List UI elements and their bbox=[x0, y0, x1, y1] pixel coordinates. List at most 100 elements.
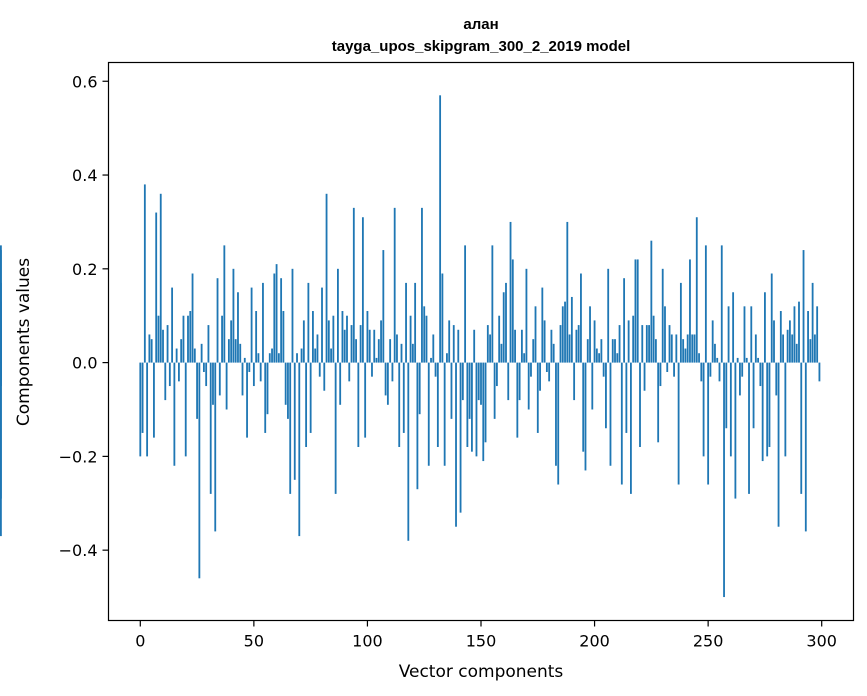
bar-261 bbox=[732, 292, 735, 363]
bar-295 bbox=[809, 339, 812, 363]
bar-167 bbox=[518, 362, 521, 401]
bar-74 bbox=[307, 282, 310, 363]
bar-233 bbox=[668, 325, 671, 363]
bar-78 bbox=[316, 334, 319, 363]
bar-95 bbox=[355, 339, 357, 363]
bar-59 bbox=[273, 273, 276, 363]
bar-130 bbox=[434, 362, 437, 377]
bar-194 bbox=[580, 273, 582, 363]
bar-131 bbox=[436, 362, 439, 447]
bar-undefined bbox=[0, 245, 2, 363]
bar-185 bbox=[559, 325, 562, 363]
bar-69 bbox=[296, 353, 298, 363]
bar-121 bbox=[414, 282, 417, 363]
bar-226 bbox=[652, 315, 655, 363]
bar-215 bbox=[627, 320, 630, 363]
bar-191 bbox=[573, 362, 576, 401]
bar-299 bbox=[818, 362, 821, 382]
bar-180 bbox=[548, 362, 551, 382]
bar-61 bbox=[277, 353, 280, 363]
bar-92 bbox=[348, 362, 351, 382]
x-tick-label: 300 bbox=[806, 632, 837, 651]
bar-33 bbox=[214, 362, 217, 532]
bar-107 bbox=[382, 250, 385, 363]
bar-1 bbox=[141, 362, 144, 433]
bar-18 bbox=[180, 339, 183, 363]
bar-151 bbox=[482, 362, 485, 462]
bar-65 bbox=[287, 362, 289, 419]
bar-116 bbox=[402, 362, 405, 433]
bar-123 bbox=[418, 362, 421, 415]
bar-197 bbox=[586, 339, 589, 363]
bar-155 bbox=[491, 245, 494, 363]
bar-201 bbox=[595, 348, 598, 363]
bar-94 bbox=[352, 207, 355, 363]
bar-43 bbox=[237, 292, 239, 363]
bar-4 bbox=[148, 334, 151, 363]
y-axis-label: Components values bbox=[14, 258, 34, 426]
bar-58 bbox=[271, 348, 273, 363]
bar-292 bbox=[802, 250, 805, 363]
bar-270 bbox=[752, 362, 755, 429]
bar-258 bbox=[725, 362, 728, 429]
bar-205 bbox=[605, 362, 607, 429]
bar-248 bbox=[702, 362, 705, 457]
bar-54 bbox=[262, 282, 264, 363]
bar-137 bbox=[450, 362, 453, 419]
bar-200 bbox=[593, 320, 596, 363]
bar-11 bbox=[164, 362, 167, 401]
bar-46 bbox=[243, 357, 246, 363]
bar-239 bbox=[682, 339, 685, 363]
bar-159 bbox=[500, 343, 503, 363]
bar-230 bbox=[661, 268, 664, 363]
bar-186 bbox=[561, 306, 564, 363]
y-tick-label: 0.0 bbox=[72, 354, 97, 373]
bar-246 bbox=[698, 353, 700, 363]
bar-171 bbox=[527, 362, 530, 410]
bar-202 bbox=[598, 353, 601, 363]
bar-138 bbox=[452, 325, 455, 363]
bar-3 bbox=[146, 362, 149, 457]
bar-0 bbox=[139, 362, 142, 457]
bar-264 bbox=[739, 362, 741, 396]
bar-189 bbox=[568, 334, 571, 363]
bar-34 bbox=[216, 278, 219, 363]
bar-150 bbox=[480, 362, 482, 405]
bar-108 bbox=[384, 362, 387, 396]
bar-172 bbox=[530, 362, 532, 377]
bar-104 bbox=[375, 357, 378, 363]
bar-135 bbox=[446, 353, 448, 363]
bar-90 bbox=[343, 329, 346, 363]
bar-91 bbox=[346, 315, 348, 363]
bar-158 bbox=[498, 315, 501, 363]
bar-229 bbox=[659, 362, 662, 387]
bar-41 bbox=[232, 268, 235, 363]
bar-84 bbox=[330, 348, 332, 363]
bar-144 bbox=[466, 362, 469, 447]
bar-103 bbox=[373, 329, 376, 363]
bar-31 bbox=[209, 362, 212, 494]
bar-268 bbox=[748, 362, 750, 494]
bar-7 bbox=[155, 212, 158, 363]
bar-285 bbox=[786, 329, 789, 363]
bar-266 bbox=[743, 306, 746, 363]
bar-154 bbox=[489, 334, 491, 363]
bar-160 bbox=[502, 292, 505, 363]
bar-236 bbox=[675, 334, 678, 363]
bar-118 bbox=[407, 362, 410, 541]
bar-190 bbox=[570, 296, 573, 363]
bar-68 bbox=[293, 362, 296, 480]
plot-area-frame bbox=[107, 61, 855, 622]
bar-208 bbox=[611, 339, 614, 363]
bar-38 bbox=[225, 362, 228, 410]
bar-102 bbox=[371, 362, 373, 377]
bar-280 bbox=[775, 362, 778, 396]
bar-294 bbox=[807, 311, 809, 363]
bar-47 bbox=[246, 362, 248, 438]
bar-274 bbox=[761, 362, 764, 462]
bar-60 bbox=[275, 264, 278, 363]
bar-290 bbox=[798, 301, 800, 363]
bar-179 bbox=[545, 362, 548, 372]
bar-63 bbox=[282, 311, 285, 363]
bar-283 bbox=[782, 334, 784, 363]
